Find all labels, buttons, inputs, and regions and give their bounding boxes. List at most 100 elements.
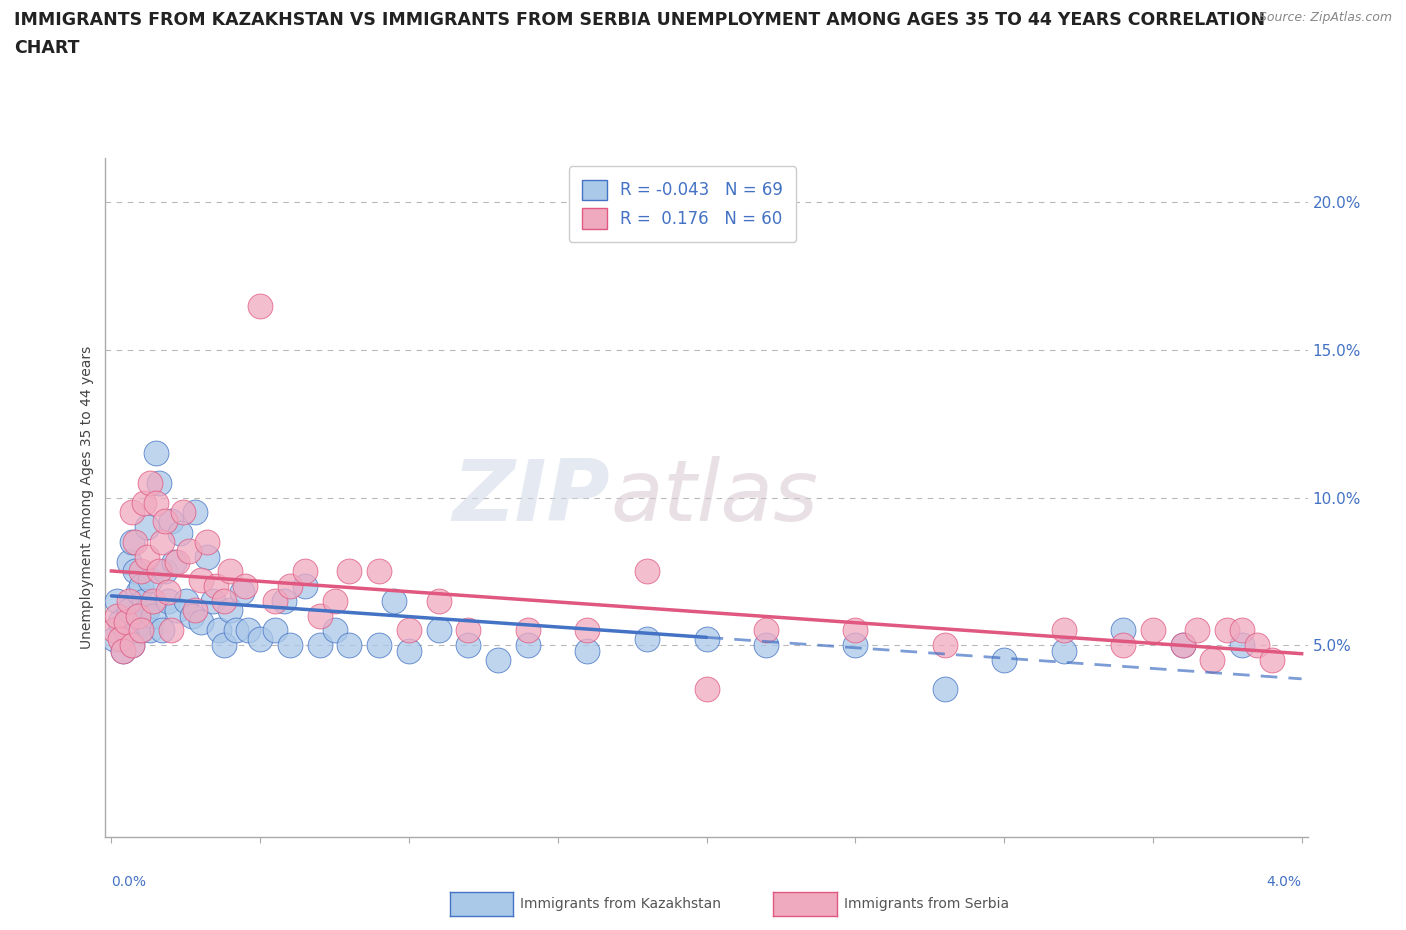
Point [112, 644, 135, 658]
Point [110, 614, 132, 629]
Point [136, 549, 159, 564]
Point [115, 614, 138, 629]
Point [160, 513, 183, 528]
Point [1187, 623, 1209, 638]
Point [103, 631, 125, 646]
Point [172, 505, 194, 520]
Point [264, 593, 287, 608]
Point [201, 593, 224, 608]
Point [124, 623, 146, 638]
Point [207, 623, 229, 638]
Point [124, 564, 146, 578]
Point [110, 631, 132, 646]
Point [195, 549, 218, 564]
Point [121, 535, 143, 550]
Point [308, 638, 330, 653]
Point [696, 631, 718, 646]
Text: 0.0%: 0.0% [111, 875, 146, 889]
Point [121, 505, 143, 520]
Y-axis label: Unemployment Among Ages 35 to 44 years: Unemployment Among Ages 35 to 44 years [80, 346, 94, 649]
Point [219, 603, 242, 618]
Point [294, 564, 316, 578]
Point [150, 535, 173, 550]
Point [195, 535, 218, 550]
Point [134, 496, 156, 511]
Point [190, 573, 212, 588]
Point [1171, 638, 1194, 653]
Point [156, 585, 179, 600]
Point [153, 513, 176, 528]
Point [1052, 644, 1074, 658]
Point [1112, 623, 1135, 638]
Point [156, 593, 179, 608]
Point [118, 593, 141, 608]
Point [190, 614, 212, 629]
Point [844, 638, 866, 653]
Point [308, 608, 330, 623]
Point [225, 623, 247, 638]
Point [427, 623, 450, 638]
Point [249, 631, 271, 646]
Point [105, 593, 128, 608]
Text: ZIP: ZIP [453, 456, 610, 539]
Point [486, 653, 509, 668]
Point [398, 644, 420, 658]
Point [139, 573, 162, 588]
Point [118, 603, 141, 618]
Point [103, 623, 125, 638]
Point [249, 299, 271, 313]
Point [934, 638, 956, 653]
Point [278, 638, 301, 653]
Text: Source: ZipAtlas.com: Source: ZipAtlas.com [1258, 11, 1392, 24]
Point [139, 475, 162, 490]
Point [636, 631, 658, 646]
Point [134, 593, 156, 608]
Point [844, 623, 866, 638]
Point [755, 623, 778, 638]
Text: IMMIGRANTS FROM KAZAKHSTAN VS IMMIGRANTS FROM SERBIA UNEMPLOYMENT AMONG AGES 35 : IMMIGRANTS FROM KAZAKHSTAN VS IMMIGRANTS… [14, 11, 1265, 29]
Text: Immigrants from Serbia: Immigrants from Serbia [844, 897, 1008, 911]
Point [323, 623, 346, 638]
Point [264, 623, 287, 638]
Point [517, 623, 540, 638]
Point [934, 682, 956, 697]
Point [142, 608, 165, 623]
Point [166, 555, 188, 570]
Point [278, 578, 301, 593]
Point [696, 682, 718, 697]
Point [238, 623, 260, 638]
Point [339, 564, 361, 578]
Point [153, 564, 176, 578]
Point [1142, 623, 1164, 638]
Point [150, 623, 173, 638]
Legend: R = -0.043   N = 69, R =  0.176   N = 60: R = -0.043 N = 69, R = 0.176 N = 60 [568, 166, 796, 242]
Point [145, 445, 167, 460]
Point [163, 555, 186, 570]
Point [112, 644, 135, 658]
Point [127, 585, 149, 600]
Point [214, 593, 236, 608]
Point [136, 520, 159, 535]
Text: Immigrants from Kazakhstan: Immigrants from Kazakhstan [520, 897, 721, 911]
Point [174, 593, 197, 608]
Point [214, 638, 236, 653]
Point [219, 564, 242, 578]
Point [136, 603, 159, 618]
Point [755, 638, 778, 653]
Point [1112, 638, 1135, 653]
Point [233, 578, 256, 593]
Point [121, 638, 143, 653]
Point [457, 638, 479, 653]
Point [1201, 653, 1223, 668]
Point [142, 593, 165, 608]
Text: CHART: CHART [14, 39, 80, 57]
Point [183, 603, 205, 618]
Point [127, 608, 149, 623]
Point [183, 505, 205, 520]
Point [169, 525, 191, 540]
Point [166, 603, 188, 618]
Point [180, 608, 202, 623]
Point [139, 623, 162, 638]
Point [134, 614, 156, 629]
Point [105, 608, 128, 623]
